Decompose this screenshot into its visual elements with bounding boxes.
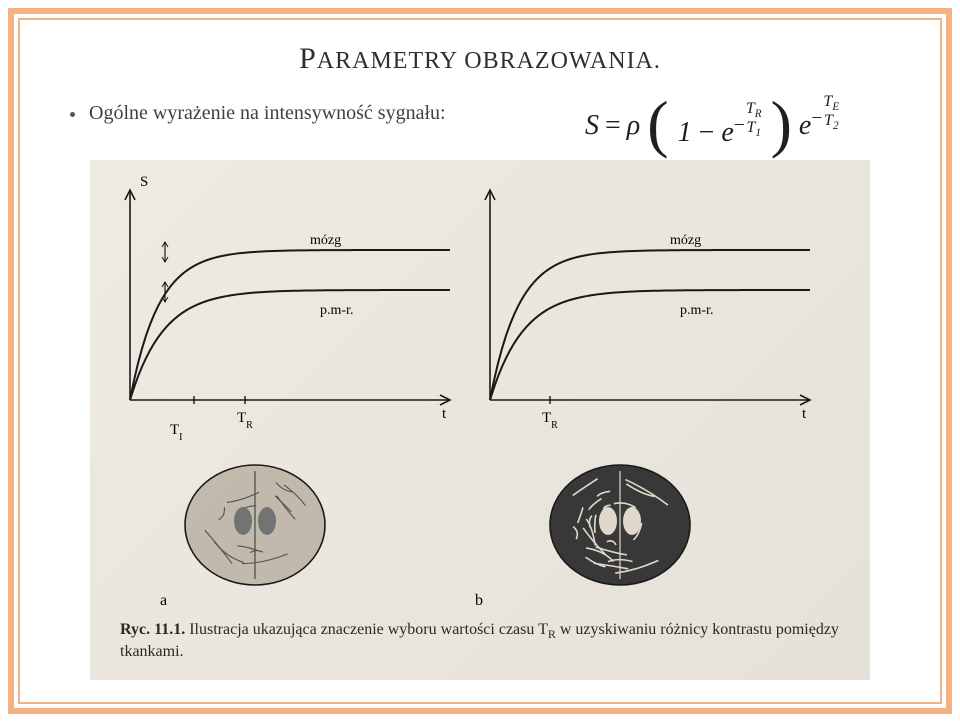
- eq-paren-group: ( 1 − e−TRT1 ): [647, 107, 792, 149]
- svg-text:TR: TR: [237, 410, 253, 431]
- scanned-figure: St mózg p.m-r. TR TI t mózg p.m-r. TR a b Ryc. 11.…: [90, 160, 870, 680]
- svg-text:p.m-r.: p.m-r.: [320, 303, 353, 318]
- svg-text:TI: TI: [170, 422, 183, 443]
- eq-exp2-num-sub: E: [832, 101, 839, 113]
- eq-exp2: −TET2: [811, 108, 839, 129]
- eq-minus: −: [692, 117, 722, 148]
- eq-e1: e: [721, 117, 733, 148]
- eq-exp2-den: T: [824, 112, 833, 129]
- title-initial: P: [299, 42, 317, 75]
- eq-exp2-den-sub: 2: [833, 121, 839, 133]
- figure-caption: Ryc. 11.1. Ilustracja ukazująca znaczeni…: [120, 620, 840, 662]
- eq-exp1-num: T: [746, 100, 755, 117]
- svg-text:TR: TR: [542, 410, 558, 431]
- caption-label: Ryc. 11.1.: [120, 621, 185, 638]
- signal-equation: S=ρ ( 1 − e−TRT1 ) e−TET2: [585, 100, 839, 149]
- svg-text:b: b: [475, 592, 483, 609]
- svg-text:a: a: [160, 592, 167, 609]
- svg-text:p.m-r.: p.m-r.: [680, 303, 713, 318]
- eq-exp2-num: T: [823, 93, 832, 110]
- eq-exp1-num-sub: R: [755, 108, 762, 120]
- eq-exp1-den-sub: 1: [755, 127, 761, 139]
- figure-svg: St mózg p.m-r. TR TI t mózg p.m-r. TR a b: [90, 160, 870, 680]
- eq-lhs: S: [585, 110, 599, 141]
- slide-title: PARAMETRY OBRAZOWANIA.: [0, 42, 960, 76]
- eq-exp1: −TRT1: [734, 115, 762, 136]
- bullet-icon: [70, 112, 75, 117]
- svg-text:mózg: mózg: [310, 233, 341, 248]
- eq-one: 1: [678, 117, 692, 148]
- eq-e2: e: [799, 110, 811, 141]
- bullet-line: Ogólne wyrażenie na intensywność sygnału…: [70, 102, 446, 125]
- eq-rho: ρ: [627, 110, 640, 141]
- eq-eqsign: =: [605, 110, 621, 141]
- svg-text:t: t: [442, 406, 447, 422]
- bullet-text: Ogólne wyrażenie na intensywność sygnału…: [89, 102, 446, 124]
- caption-text-1: Ilustracja ukazująca znaczenie wyboru wa…: [189, 621, 548, 638]
- svg-text:S: S: [140, 174, 148, 190]
- eq-exp1-den: T: [746, 119, 755, 136]
- svg-text:t: t: [802, 406, 807, 422]
- caption-text-sub: R: [548, 627, 556, 641]
- title-rest: ARAMETRY OBRAZOWANIA.: [317, 48, 661, 74]
- eq-inner: 1 − e−TRT1: [676, 107, 764, 149]
- svg-text:mózg: mózg: [670, 233, 701, 248]
